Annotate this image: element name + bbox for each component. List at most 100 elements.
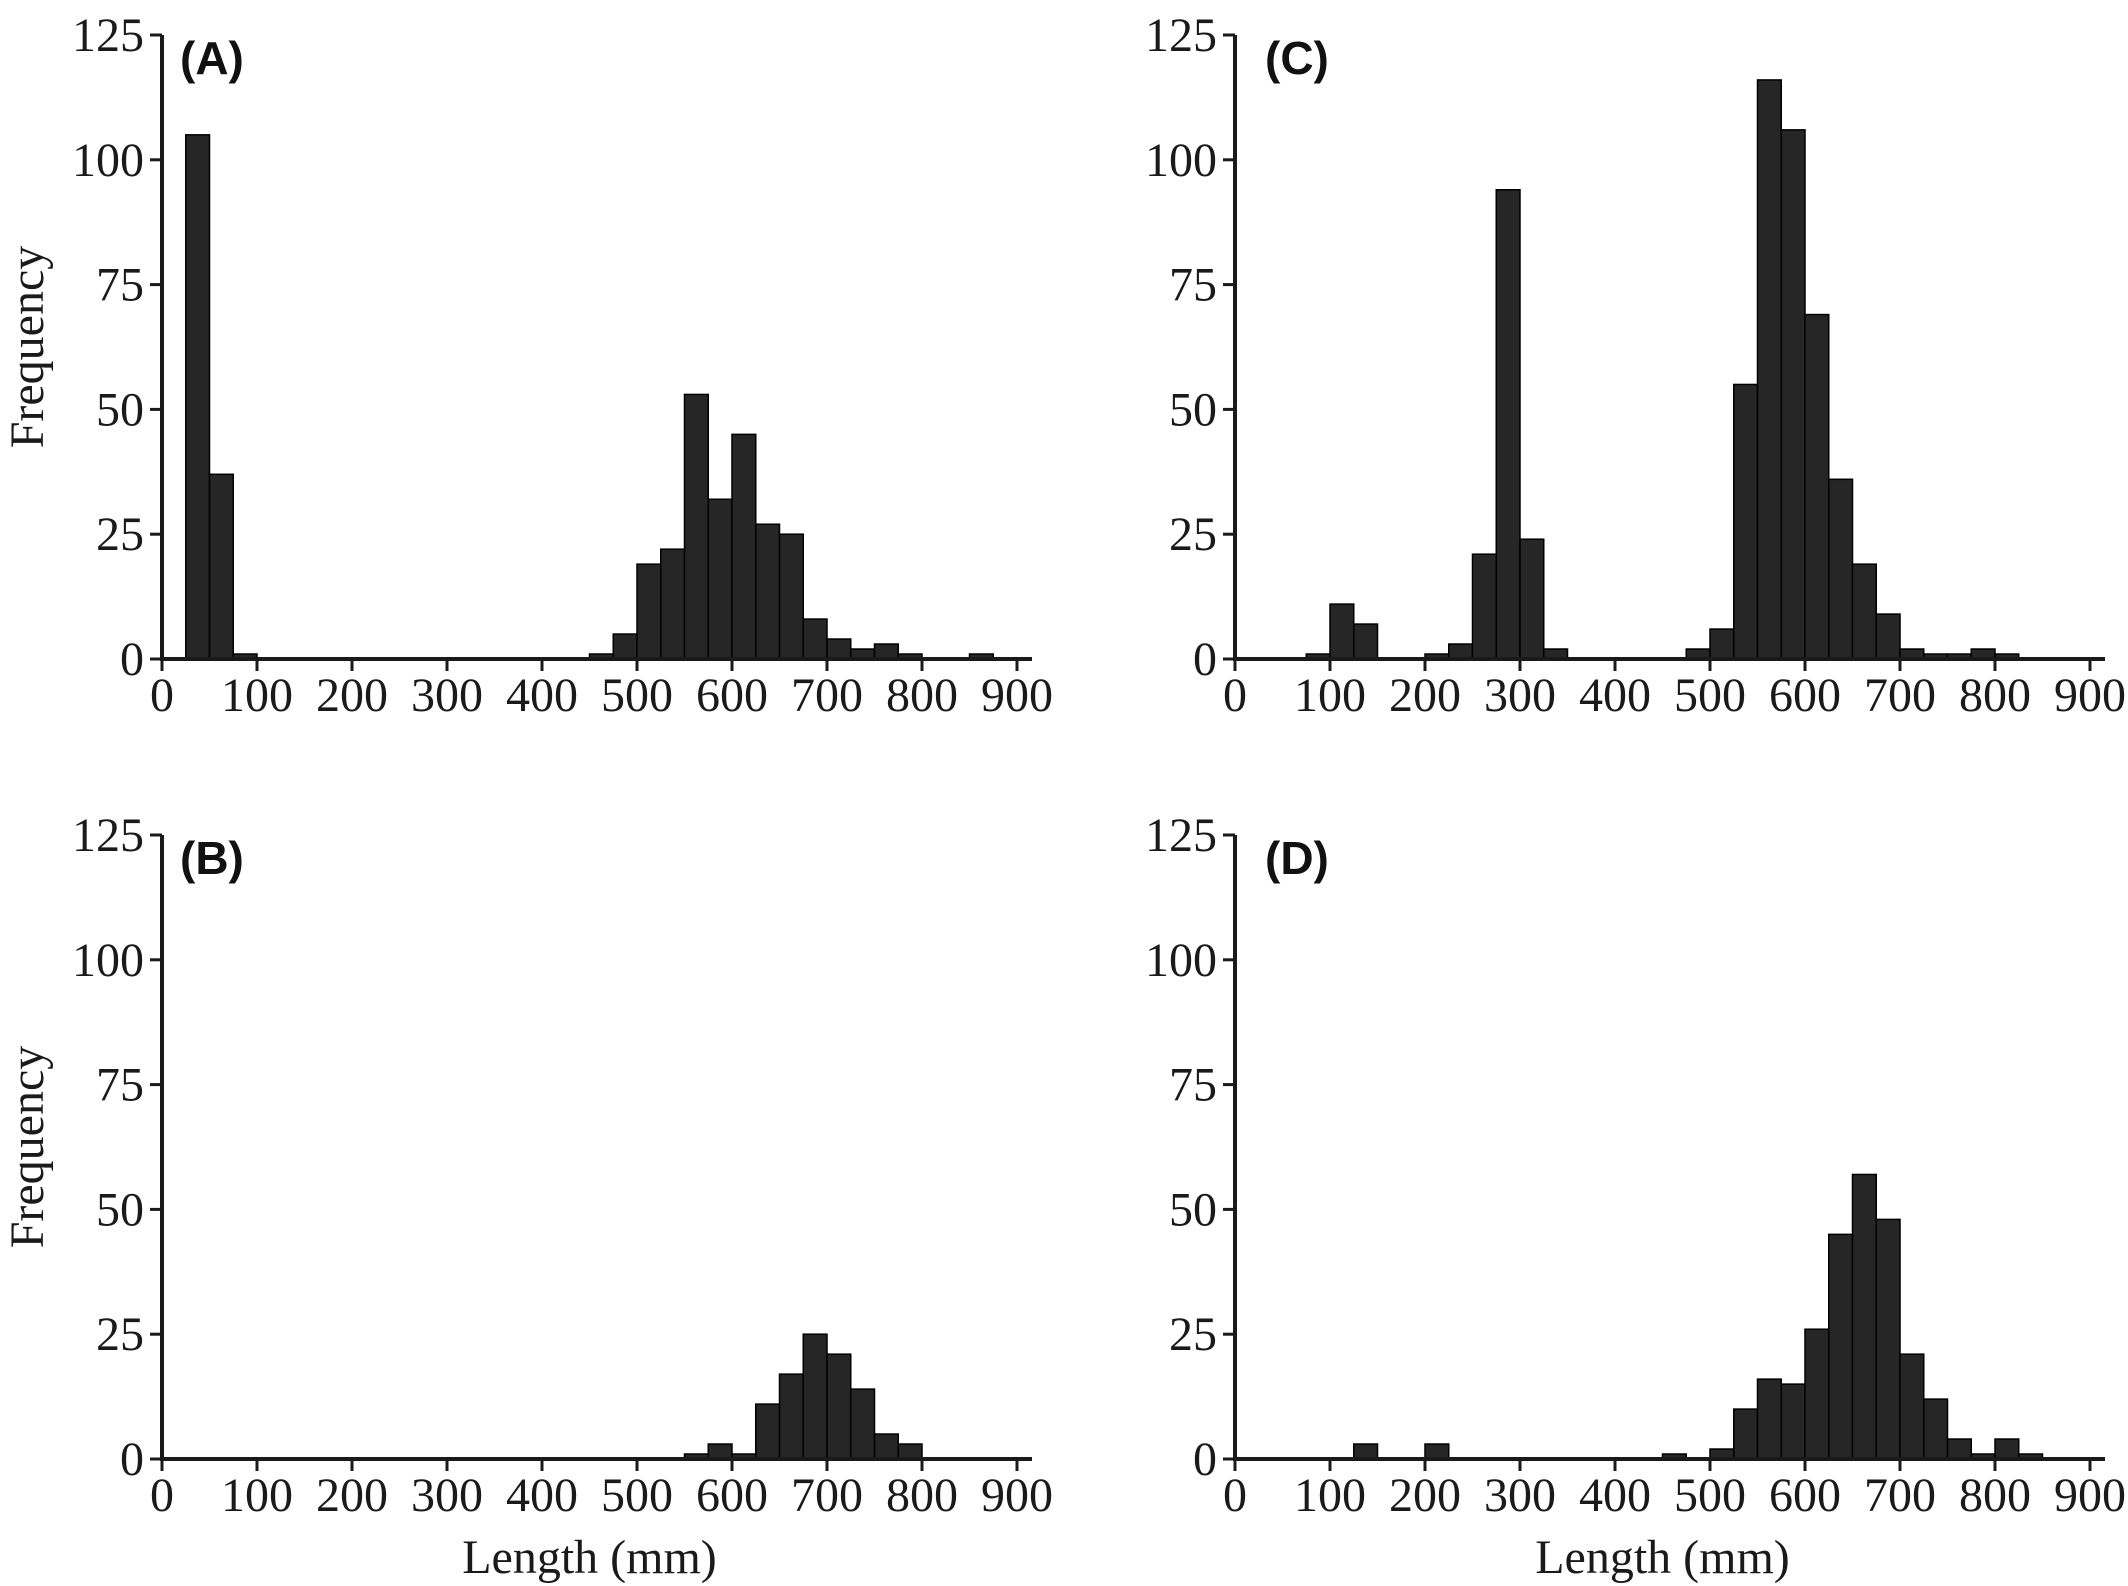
- bar: [1851, 563, 1877, 660]
- x-tick-label: 800: [886, 669, 958, 722]
- y-tick-label: 50: [96, 1183, 144, 1236]
- x-tick-label: 200: [1389, 669, 1461, 722]
- bar: [1780, 1383, 1806, 1460]
- bar: [1756, 1378, 1782, 1460]
- y-tick-label: 100: [72, 934, 144, 987]
- x-tick-label: 500: [601, 1469, 673, 1522]
- y-tick-label: 75: [96, 1059, 144, 1112]
- bar: [802, 1333, 828, 1460]
- x-tick-label: 200: [316, 1469, 388, 1522]
- y-tick-label: 125: [72, 809, 144, 862]
- y-tick-label: 0: [120, 1433, 144, 1486]
- bar: [1923, 1398, 1949, 1460]
- bar: [755, 523, 781, 660]
- bar: [778, 1373, 804, 1460]
- y-tick-label: 125: [72, 9, 144, 62]
- x-tick-label: 900: [981, 669, 1053, 722]
- bar: [1495, 189, 1521, 660]
- bar: [1424, 1443, 1450, 1460]
- x-tick-label: 600: [1769, 1469, 1841, 1522]
- x-tick-label: 0: [1223, 669, 1247, 722]
- x-tick-label: 700: [791, 669, 863, 722]
- bar: [660, 548, 686, 660]
- x-tick-label: 300: [411, 669, 483, 722]
- bar: [1994, 1438, 2020, 1460]
- bar: [826, 1353, 852, 1460]
- y-tick-label: 75: [1169, 1059, 1217, 1112]
- x-tick-label: 700: [1864, 1469, 1936, 1522]
- bar: [1471, 553, 1497, 660]
- y-tick-label: 25: [96, 1308, 144, 1361]
- panel-a: 0 25 50 75 100 125 0 100 200 300 400 500 600 700 800 90…: [1, 9, 1053, 722]
- panel-d: 0 25 50 75 100 125 0 100 200 300 400 500 600 700 800 90…: [1145, 809, 2126, 1584]
- bar: [1353, 623, 1379, 660]
- x-tick-label: 900: [981, 1469, 1053, 1522]
- y-tick-label: 75: [1169, 259, 1217, 312]
- bar: [1709, 628, 1735, 660]
- x-tick-label: 400: [1579, 1469, 1651, 1522]
- bar: [897, 1443, 923, 1460]
- x-tick-label: 0: [150, 1469, 174, 1522]
- x-tick-label: 900: [2054, 1469, 2126, 1522]
- x-tick-label: 600: [696, 1469, 768, 1522]
- bar: [1448, 643, 1474, 660]
- y-tick-label: 50: [96, 383, 144, 436]
- x-tick-label: 300: [411, 1469, 483, 1522]
- bar: [185, 134, 211, 660]
- y-tick-label: 0: [120, 633, 144, 686]
- x-tick-label: 500: [1674, 1469, 1746, 1522]
- bar: [1756, 79, 1782, 660]
- bars: [683, 1333, 923, 1460]
- x-tick-label: 400: [506, 669, 578, 722]
- x-tick-label: 500: [1674, 669, 1746, 722]
- bar: [1875, 613, 1901, 660]
- bar: [826, 638, 852, 660]
- bar: [1828, 478, 1854, 660]
- bar: [683, 393, 709, 660]
- x-tick-label: 600: [1769, 669, 1841, 722]
- bar: [1804, 313, 1830, 660]
- x-tick-label: 400: [506, 1469, 578, 1522]
- bar: [1946, 1438, 1972, 1460]
- bar: [873, 643, 899, 660]
- panel-label: (B): [180, 832, 244, 884]
- x-tick-label: 500: [601, 669, 673, 722]
- bar: [1519, 538, 1545, 660]
- bar: [707, 498, 733, 660]
- bar: [1733, 1408, 1759, 1460]
- y-tick-label: 50: [1169, 383, 1217, 436]
- x-tick-label: 100: [221, 669, 293, 722]
- y-axis-title: Frequency: [1, 246, 54, 449]
- panel-label: (D): [1265, 832, 1329, 884]
- y-tick-label: 50: [1169, 1183, 1217, 1236]
- bars: [185, 134, 994, 660]
- bar: [636, 563, 662, 660]
- x-axis-title: Length (mm): [1535, 1531, 1790, 1584]
- x-tick-label: 100: [1294, 669, 1366, 722]
- bar: [1780, 129, 1806, 660]
- x-tick-label: 0: [1223, 1469, 1247, 1522]
- bar: [1899, 1353, 1925, 1460]
- x-tick-label: 600: [696, 669, 768, 722]
- bar: [1353, 1443, 1379, 1460]
- y-tick-label: 25: [1169, 1308, 1217, 1361]
- x-tick-label: 800: [886, 1469, 958, 1522]
- y-tick-label: 75: [96, 259, 144, 312]
- bar: [802, 618, 828, 660]
- panel-label: (A): [180, 32, 244, 84]
- bar: [612, 633, 638, 660]
- bars: [1353, 1173, 2044, 1460]
- x-tick-label: 100: [1294, 1469, 1366, 1522]
- bar: [1804, 1328, 1830, 1460]
- y-tick-label: 25: [1169, 508, 1217, 561]
- x-tick-label: 300: [1484, 1469, 1556, 1522]
- x-tick-label: 700: [791, 1469, 863, 1522]
- panel-b: 0 25 50 75 100 125 0 100 200 300 400 500 600 700 800 90…: [1, 809, 1053, 1584]
- x-tick-label: 700: [1864, 669, 1936, 722]
- bar: [208, 473, 234, 660]
- x-tick-label: 100: [221, 1469, 293, 1522]
- bar: [1828, 1233, 1854, 1460]
- x-tick-label: 200: [316, 669, 388, 722]
- y-tick-label: 25: [96, 508, 144, 561]
